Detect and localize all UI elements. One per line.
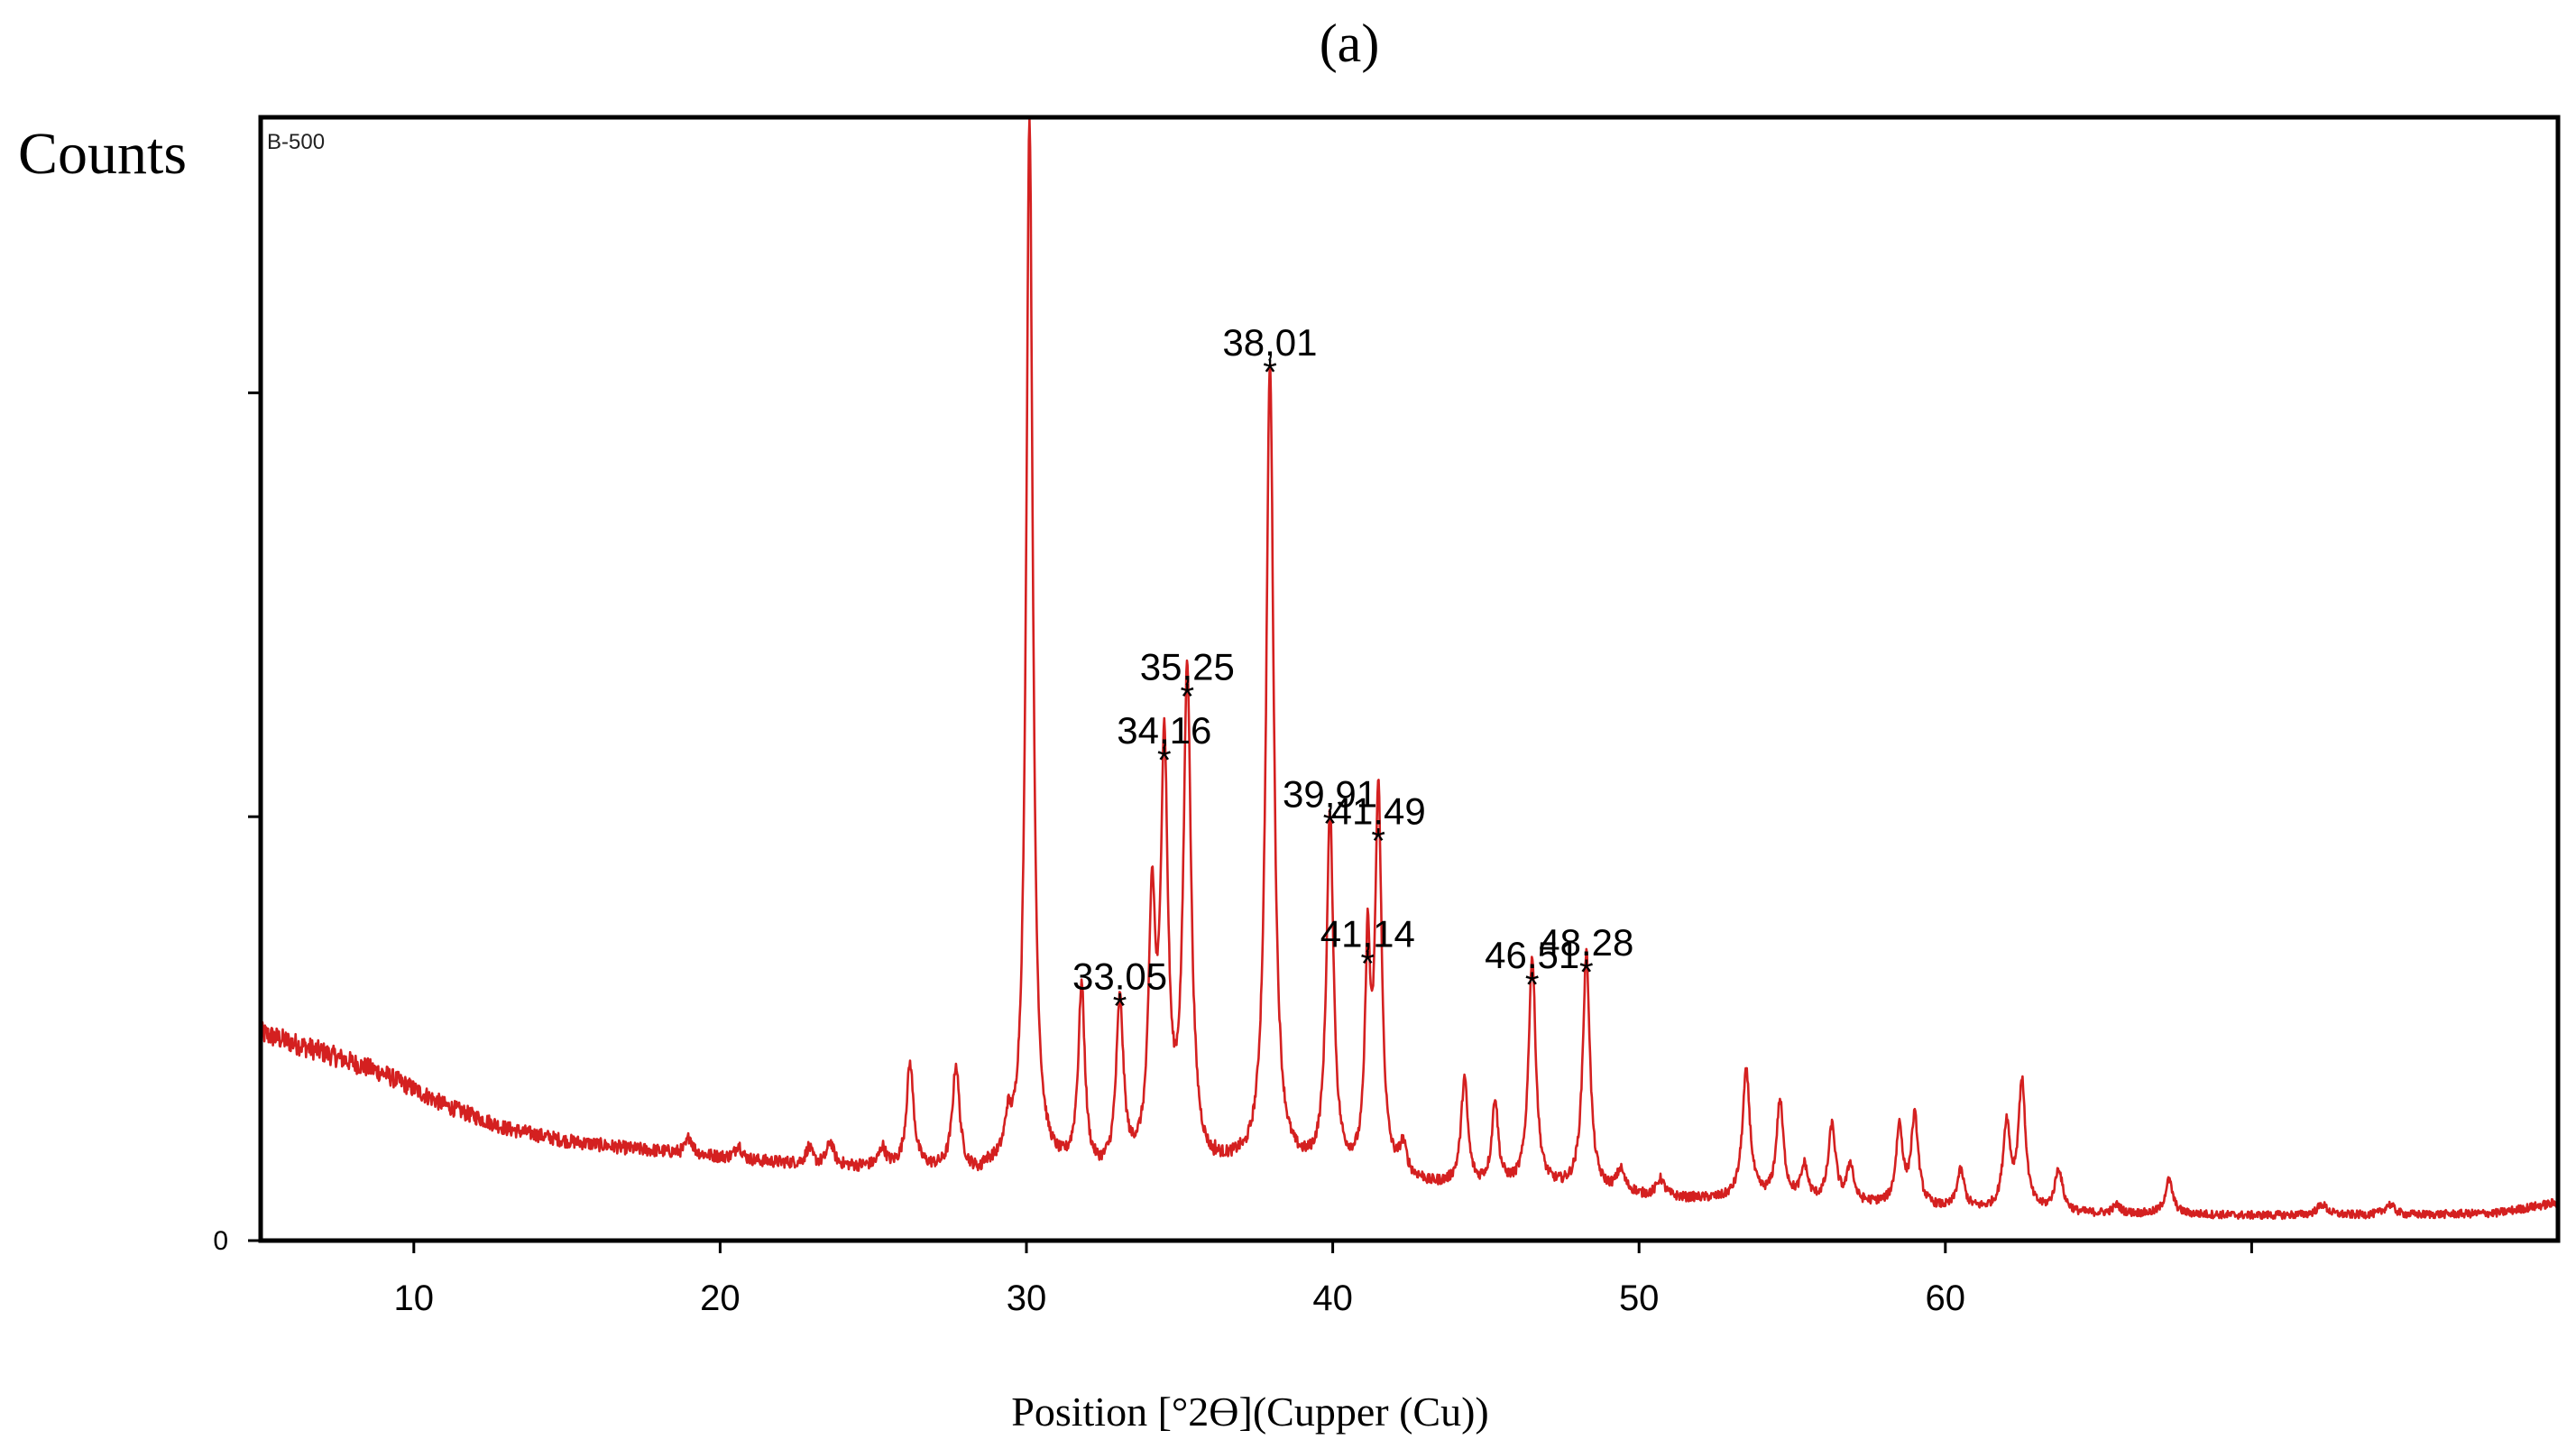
peak-label: 46.51: [1485, 934, 1579, 976]
y-tick-label: 0: [213, 1226, 228, 1256]
peak-marker: *: [1361, 945, 1375, 984]
peak-marker: *: [1579, 953, 1594, 992]
peak-marker: *: [1113, 987, 1127, 1027]
peak-annotations: *33.05*34,16*35,25*38,01*39,91*41.49*41,…: [1072, 321, 1633, 1026]
trace-layer: [259, 118, 2560, 1221]
x-tick-label: 30: [1007, 1278, 1047, 1318]
panel-label: (a): [1320, 14, 1380, 73]
peak-marker: *: [1157, 741, 1172, 780]
peak-marker: *: [1371, 821, 1385, 861]
peak-label: 41.49: [1331, 789, 1426, 832]
peak-marker: *: [1323, 804, 1338, 844]
x-tick-label: 20: [700, 1278, 741, 1318]
x-axis-title: Position [°2Ɵ](Cupper (Cu)): [1011, 1389, 1488, 1435]
series-line: [259, 118, 2560, 1221]
y-axis-title: Counts: [18, 121, 187, 187]
x-tick-label: 40: [1312, 1278, 1353, 1318]
x-tick-label: 60: [1926, 1278, 1966, 1318]
peak-marker: *: [1263, 353, 1277, 392]
peak-label: 35,25: [1140, 646, 1235, 688]
peak-label: 34,16: [1117, 709, 1211, 752]
peak-label: 48.28: [1539, 921, 1633, 964]
peak-label: 41,14: [1320, 913, 1415, 955]
peak-label: 38,01: [1222, 321, 1317, 364]
peak-label: 33.05: [1072, 955, 1167, 998]
plot-frame: [258, 115, 2561, 1243]
x-tick-label: 50: [1619, 1278, 1660, 1318]
axis-ticks: 10 20 30 40 50 60 0: [213, 391, 2253, 1318]
sample-label: B-500: [267, 130, 325, 154]
x-tick-label: 10: [394, 1278, 435, 1318]
peak-label: 39,91: [1283, 772, 1377, 815]
peak-marker: *: [1181, 678, 1195, 717]
peak-marker: *: [1525, 965, 1540, 1005]
